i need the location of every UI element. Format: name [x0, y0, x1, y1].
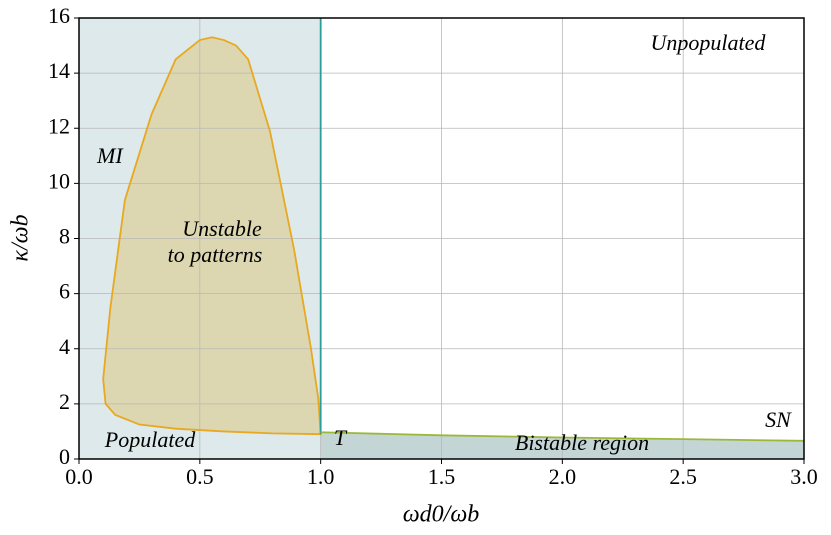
x-tick-label: 1.5	[428, 464, 456, 489]
x-tick-label: 0.0	[65, 464, 93, 489]
y-tick-label: 6	[59, 279, 70, 304]
annotation: MI	[96, 143, 124, 168]
annotation: Bistable region	[515, 430, 649, 455]
annotation: T	[334, 425, 348, 450]
annotation: Unstable	[182, 216, 262, 241]
y-tick-label: 12	[48, 113, 70, 138]
y-tick-label: 4	[59, 334, 70, 359]
x-tick-label: 2.0	[549, 464, 577, 489]
y-tick-label: 8	[59, 224, 70, 249]
annotation: to patterns	[168, 242, 263, 267]
x-axis-label: ωd0/ωb	[403, 502, 480, 528]
boundary-line	[102, 36, 322, 436]
y-tick-label: 14	[48, 58, 70, 83]
y-axis-label: κ/ωb	[8, 214, 34, 261]
annotation: Populated	[104, 427, 196, 452]
x-tick-label: 2.5	[669, 464, 697, 489]
annotation: Unpopulated	[651, 30, 767, 55]
y-tick-label: 2	[59, 389, 70, 414]
y-tick-label: 10	[48, 168, 70, 193]
x-tick-label: 3.0	[790, 464, 818, 489]
y-tick-label: 0	[59, 444, 70, 469]
y-tick-label: 16	[48, 3, 70, 28]
annotation: SN	[765, 407, 792, 432]
x-tick-label: 0.5	[186, 464, 214, 489]
boundary-line	[320, 431, 805, 442]
x-tick-label: 1.0	[307, 464, 335, 489]
plot-frame	[78, 17, 805, 460]
region	[103, 37, 321, 435]
